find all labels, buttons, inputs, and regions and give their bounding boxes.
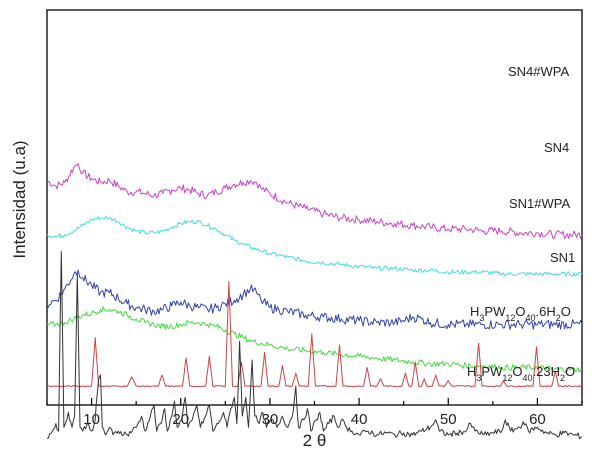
plot-area <box>46 163 583 440</box>
series-line-4 <box>46 281 583 388</box>
series-line-0 <box>46 163 583 240</box>
series-line-3 <box>46 306 583 373</box>
series-line-2 <box>46 269 583 330</box>
x-tick-label: 40 <box>351 411 368 428</box>
x-tick-label: 10 <box>83 411 100 428</box>
series-label: SN1#WPA <box>509 196 570 211</box>
series-line-5 <box>46 251 583 440</box>
series-label: H3PW12O40.23H2O <box>467 364 575 383</box>
series-label: SN4#WPA <box>508 64 569 79</box>
axes: 10 20 30 40 50 60 <box>46 9 583 428</box>
y-axis-title: Intensidad (u.a) <box>10 140 29 258</box>
series-label: SN4 <box>544 140 569 155</box>
x-axis-title: 2 θ <box>303 431 327 450</box>
x-tick-label: 60 <box>529 411 546 428</box>
series-label: SN1 <box>550 250 575 265</box>
series-label: H3PW12O40.6H2O <box>470 304 571 323</box>
series-line-1 <box>46 216 583 277</box>
series-labels: SN4#WPA SN4 SN1#WPA SN1 H3PW12O40.6H2O H3PW12… <box>467 64 575 383</box>
x-tick-label: 50 <box>440 411 457 428</box>
plot-frame <box>46 9 583 406</box>
